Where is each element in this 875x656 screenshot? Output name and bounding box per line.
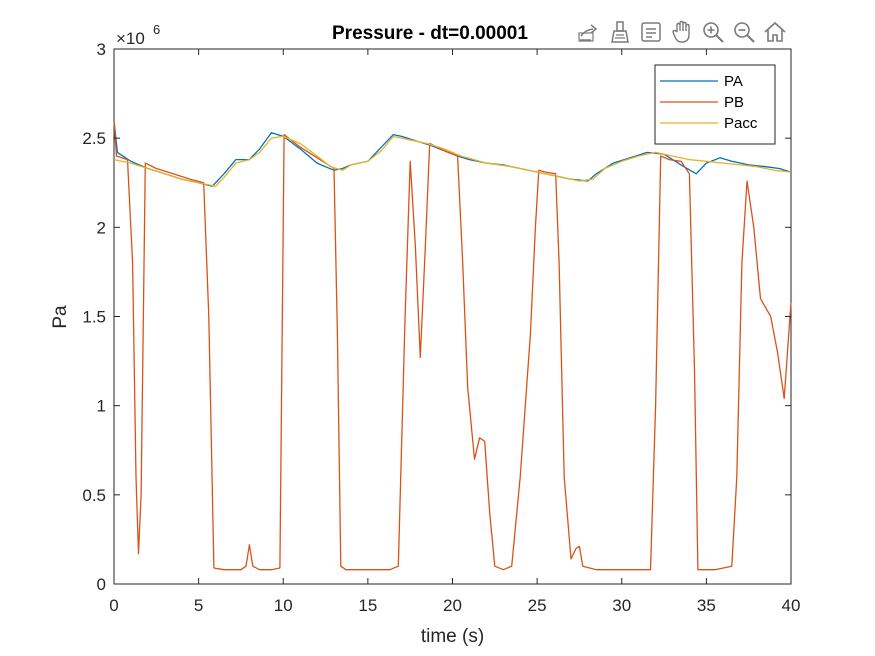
series-line-pa — [113, 120, 792, 187]
y-tick-label: 0.5 — [82, 486, 106, 505]
legend-label-pa: PA — [724, 73, 743, 90]
home-icon — [763, 21, 786, 42]
export-button[interactable] — [574, 18, 603, 47]
brush-icon — [610, 21, 629, 43]
y-tick-label: 2.5 — [82, 129, 106, 148]
x-tick-label: 25 — [528, 596, 547, 615]
x-tick-label: 30 — [612, 596, 631, 615]
zoom-out-icon — [733, 22, 755, 43]
x-tick-label: 20 — [443, 596, 462, 615]
series-line-pb — [113, 120, 792, 571]
y-tick-label: 2 — [97, 218, 106, 237]
chart-title: Pressure - dt=0.00001 — [332, 23, 528, 44]
series-lines — [113, 120, 792, 571]
x-tick-label: 40 — [782, 596, 801, 615]
y-tick-label: 1.5 — [82, 308, 106, 327]
export-icon — [577, 24, 597, 42]
legend-box — [654, 64, 776, 145]
x-tick-label: 0 — [109, 596, 118, 615]
x-tick-label: 15 — [358, 596, 377, 615]
legend[interactable]: PA PB Pacc — [654, 64, 776, 145]
home-button[interactable] — [760, 18, 789, 47]
x-tick-label: 10 — [274, 596, 293, 615]
y-tick-label: 0 — [97, 575, 106, 594]
legend-label-pacc: Pacc — [724, 115, 758, 132]
y-axis-label: Pa — [50, 305, 71, 329]
zoom-in-icon — [702, 22, 724, 43]
data-tip-icon — [640, 22, 661, 42]
tick-labels: 0 5 10 15 20 25 30 35 40 0 0.5 1 1.5 2 2.5 3 — [82, 40, 800, 615]
pan-hand-icon — [671, 20, 690, 43]
y-axis-exponent-base: ×10 — [116, 29, 145, 48]
zoom-in-button[interactable] — [698, 18, 727, 47]
axes-toolbar — [574, 17, 789, 47]
legend-label-pb: PB — [724, 94, 744, 111]
data-tip-button[interactable] — [636, 18, 665, 47]
series-line-pacc — [113, 135, 792, 187]
pan-button[interactable] — [667, 18, 696, 47]
y-tick-label: 3 — [97, 40, 106, 59]
x-tick-label: 35 — [697, 596, 716, 615]
x-tick-label: 5 — [194, 596, 203, 615]
x-axis-label: time (s) — [421, 626, 484, 647]
brush-button[interactable] — [605, 18, 634, 47]
zoom-out-button[interactable] — [729, 18, 758, 47]
y-tick-label: 1 — [97, 397, 106, 416]
y-axis-exponent-power: 6 — [153, 22, 160, 37]
